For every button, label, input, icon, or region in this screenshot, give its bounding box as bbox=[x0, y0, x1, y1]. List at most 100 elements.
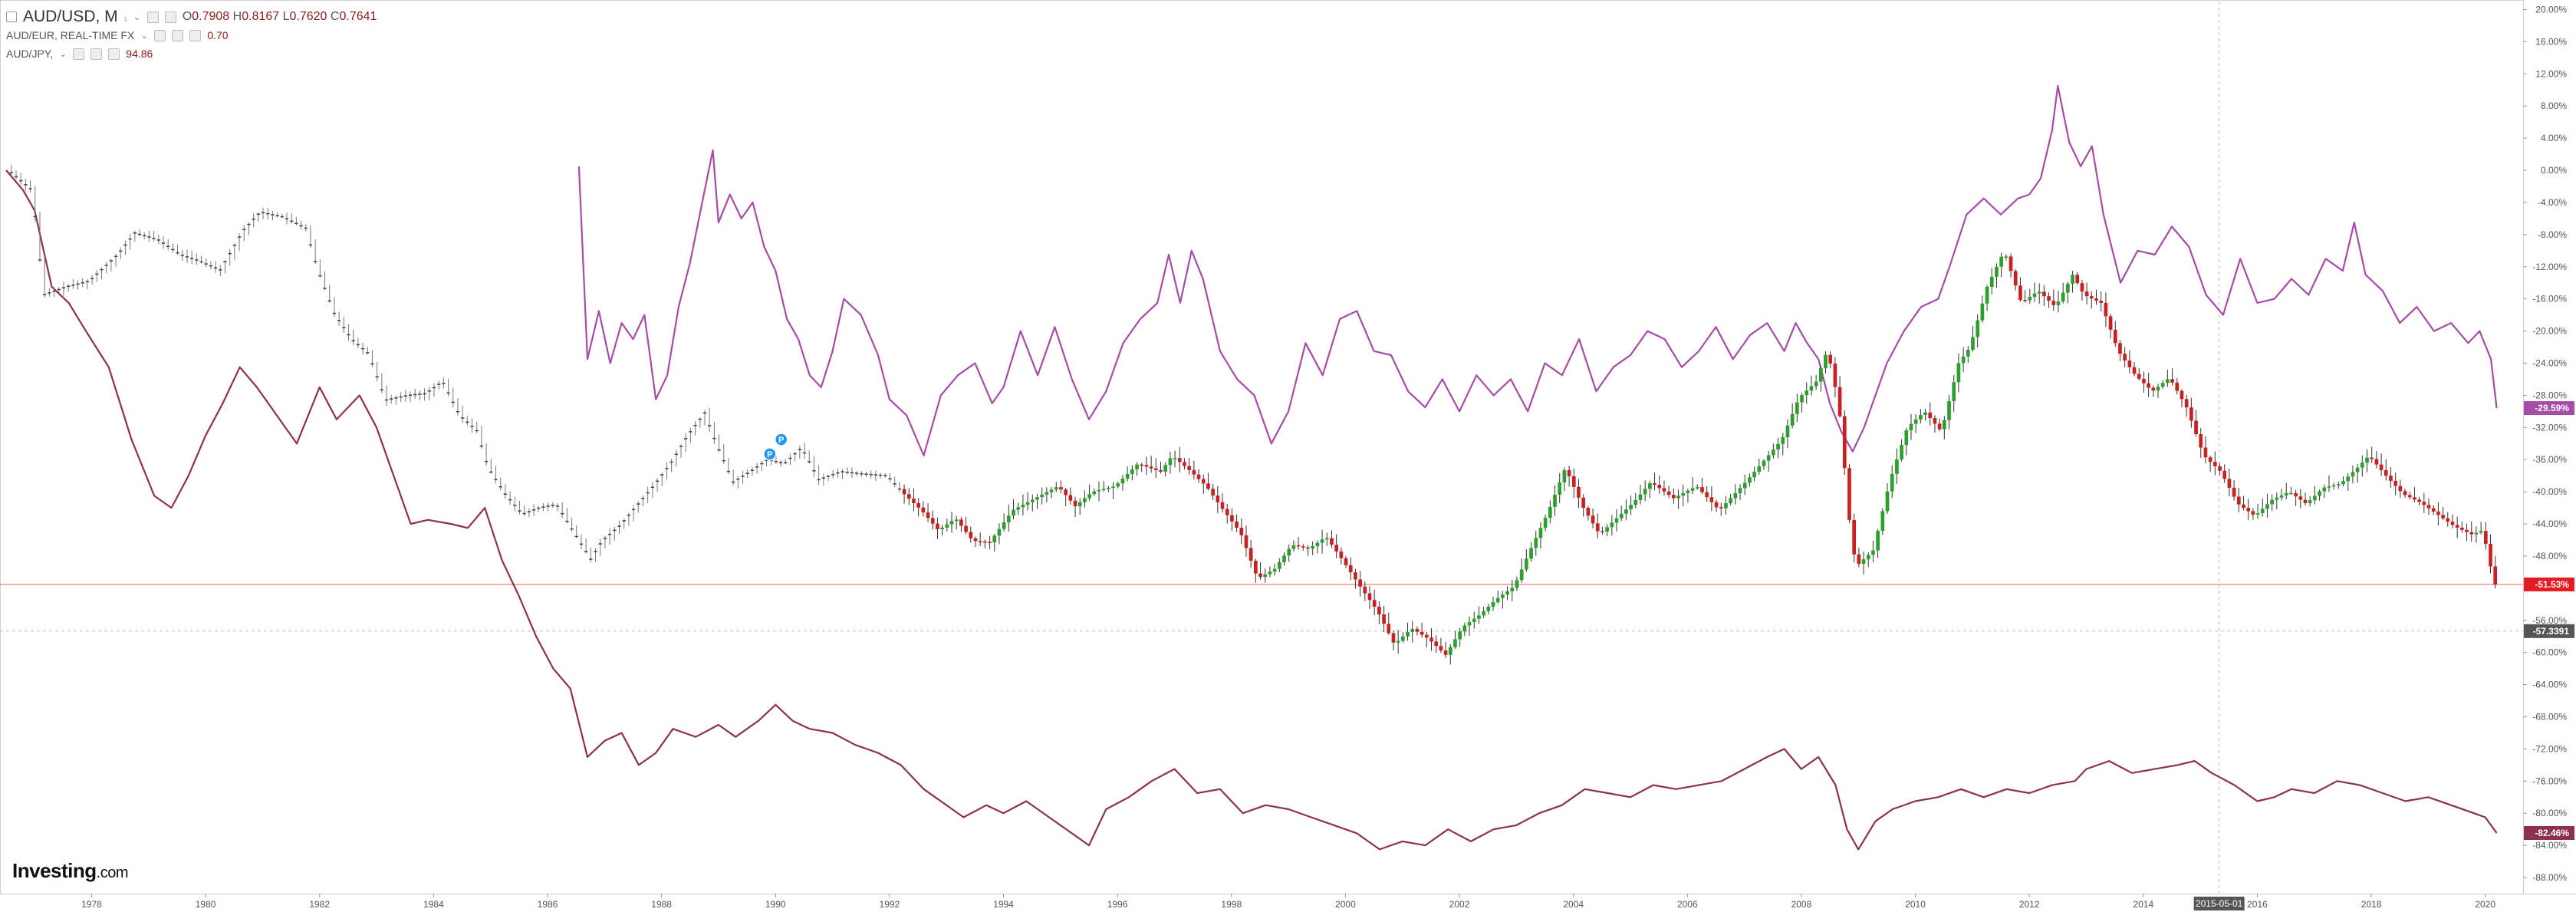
settings-icon[interactable] bbox=[164, 11, 176, 23]
price-axis[interactable]: 20.00% 16.00% 12.00% 8.00% 4.00% 0.00% -4.00% -… bbox=[2523, 4, 2567, 883]
candle-down bbox=[2393, 480, 2398, 486]
hide-series-icon[interactable] bbox=[154, 29, 166, 41]
crosshair-date-badge bbox=[2193, 897, 2245, 910]
candle-up bbox=[1904, 430, 1909, 446]
candle-down bbox=[2151, 387, 2156, 391]
x-tick-label: 1996 bbox=[1107, 899, 1128, 910]
event-marker-icon[interactable]: P bbox=[763, 447, 777, 461]
low-value: 0.7620 bbox=[289, 10, 327, 23]
candle-down bbox=[2436, 511, 2440, 515]
candle-up bbox=[1900, 445, 1903, 459]
candle-up bbox=[1961, 356, 1966, 364]
candle-down bbox=[1833, 364, 1837, 387]
candle-up bbox=[2156, 387, 2160, 391]
close-icon[interactable] bbox=[189, 29, 202, 41]
candle-up bbox=[1045, 492, 1049, 495]
candle-down bbox=[1144, 465, 1149, 467]
candle-down bbox=[2389, 476, 2393, 481]
event-marker-circle bbox=[763, 447, 777, 461]
candle-down bbox=[2469, 532, 2474, 535]
candle-down bbox=[2137, 374, 2141, 379]
candle-down bbox=[1828, 354, 1833, 364]
y-tick-label: 16.00% bbox=[2535, 36, 2567, 47]
y-tick-label: 12.00% bbox=[2535, 68, 2567, 79]
candle-up bbox=[1510, 588, 1515, 591]
series-audjpy[interactable] bbox=[5, 170, 2498, 851]
x-tick-label: 2008 bbox=[1791, 899, 1812, 910]
candle-down bbox=[1354, 572, 1357, 580]
candle-down bbox=[1244, 535, 1249, 548]
candle-up bbox=[1781, 436, 1785, 444]
event-marker-icon[interactable]: P bbox=[774, 433, 788, 446]
y-tick-label: 4.00% bbox=[2541, 133, 2567, 143]
candle-down bbox=[1187, 466, 1192, 470]
candle-up bbox=[2260, 509, 2265, 514]
settings-icon[interactable] bbox=[90, 48, 103, 60]
legend-symbol[interactable]: AUD/USD, M bbox=[23, 8, 118, 25]
candle-down bbox=[2398, 486, 2403, 492]
x-tick-label: 2010 bbox=[1905, 899, 1926, 910]
open-value: 0.7908 bbox=[192, 10, 230, 23]
event-markers[interactable]: PP bbox=[763, 433, 788, 461]
chevron-down-icon[interactable]: ⌄ bbox=[140, 30, 149, 41]
low-label: L bbox=[282, 10, 290, 23]
candle-down bbox=[2118, 343, 2122, 354]
candle-down bbox=[1363, 586, 1367, 594]
close-icon[interactable] bbox=[108, 48, 120, 60]
time-axis[interactable]: 1978 1980 1982 1984 1986 1988 1990 1992 1994 1996… bbox=[81, 894, 2495, 910]
candle-down bbox=[926, 512, 930, 519]
candle-up bbox=[2265, 504, 2269, 509]
candle-down bbox=[1330, 538, 1334, 545]
legend-main-series[interactable]: AUD/USD, M ₁ ⌄ O0.7908 H0.8167 L0.7620 C… bbox=[6, 8, 377, 26]
brand-name: Investing bbox=[12, 859, 97, 882]
candle-up bbox=[1605, 527, 1609, 532]
candle-down bbox=[1662, 488, 1666, 492]
candle-down bbox=[1714, 502, 1719, 508]
candle-down bbox=[2227, 479, 2232, 488]
x-tick-label: 2020 bbox=[2475, 899, 2495, 910]
chevron-down-icon[interactable]: ⌄ bbox=[59, 48, 67, 59]
candle-down bbox=[1415, 628, 1420, 632]
compare-label[interactable]: AUD/EUR, REAL-TIME FX bbox=[6, 29, 135, 41]
candle-down bbox=[1220, 502, 1225, 509]
candle-down bbox=[2189, 407, 2193, 421]
series-audusd-candles[interactable] bbox=[9, 164, 2498, 665]
candle-up bbox=[1282, 555, 1286, 562]
candle-down bbox=[1064, 489, 1068, 496]
chevron-down-icon[interactable]: ⌄ bbox=[133, 12, 141, 22]
hide-series-icon[interactable] bbox=[146, 11, 159, 23]
series-audeur[interactable] bbox=[577, 84, 2498, 457]
candle-up bbox=[1809, 386, 1814, 391]
candle-down bbox=[2013, 271, 2018, 286]
candle-up bbox=[1871, 550, 1875, 555]
candle-down bbox=[2294, 492, 2298, 497]
candle-up bbox=[1648, 483, 1652, 489]
y-tick-label: -72.00% bbox=[2532, 743, 2567, 754]
symbol-square-icon bbox=[6, 12, 17, 22]
candle-down bbox=[1571, 476, 1576, 487]
legend-compare-audjpy[interactable]: AUD/JPY, ⌄ 94.86 bbox=[6, 44, 377, 63]
candle-down bbox=[2232, 487, 2236, 497]
compare-label[interactable]: AUD/JPY, bbox=[6, 48, 54, 60]
candle-up bbox=[1733, 492, 1738, 499]
candle-down bbox=[1595, 523, 1600, 532]
candle-up bbox=[1562, 469, 1567, 482]
hide-series-icon[interactable] bbox=[73, 48, 85, 60]
legend-compare-audeur[interactable]: AUD/EUR, REAL-TIME FX ⌄ 0.70 bbox=[6, 26, 377, 44]
candle-down bbox=[2018, 285, 2022, 301]
candle-down bbox=[2417, 499, 2421, 502]
settings-icon[interactable] bbox=[172, 29, 184, 41]
high-value: 0.8167 bbox=[242, 10, 280, 23]
candle-up bbox=[1077, 502, 1082, 506]
candle-down bbox=[1201, 479, 1206, 484]
candle-up bbox=[1087, 494, 1091, 499]
y-tick-label: -8.00% bbox=[2538, 229, 2567, 240]
candle-up bbox=[1453, 639, 1457, 647]
candle-down bbox=[2080, 283, 2084, 292]
candle-down bbox=[2132, 367, 2137, 374]
candle-down bbox=[1420, 631, 1424, 635]
candle-down bbox=[1258, 573, 1262, 578]
candle-down bbox=[1358, 579, 1362, 587]
